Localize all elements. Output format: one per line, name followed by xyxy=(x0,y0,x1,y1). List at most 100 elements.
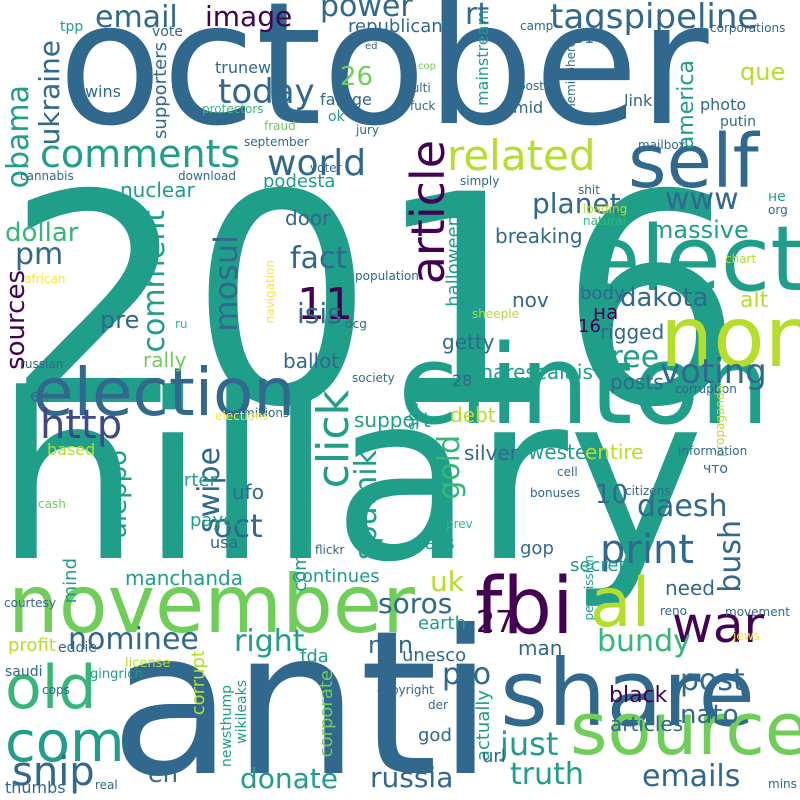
word: tpp xyxy=(60,19,84,35)
word: ex xyxy=(30,386,50,405)
word: world xyxy=(267,143,367,184)
word: nov xyxy=(512,288,549,312)
word: photo xyxy=(700,95,747,114)
word: old xyxy=(5,653,97,723)
word: 2016 xyxy=(5,134,744,471)
word: citizens xyxy=(625,484,671,498)
word: nan xyxy=(368,631,414,659)
word: rt xyxy=(465,0,490,32)
word: self xyxy=(628,119,759,205)
word: courtesy xyxy=(4,596,56,610)
word: shall xyxy=(403,393,422,431)
word: license xyxy=(125,656,171,671)
word: pre xyxy=(100,306,140,334)
word: email xyxy=(95,0,178,35)
word: completely xyxy=(290,492,311,592)
word: non xyxy=(660,288,800,386)
word: population xyxy=(355,269,419,283)
word: planet xyxy=(532,187,621,220)
word: tagspipeline xyxy=(550,0,759,37)
word: thumbs xyxy=(5,778,66,797)
word: earth xyxy=(418,613,466,634)
word: mainstream xyxy=(473,10,492,107)
word: aleppo xyxy=(103,450,133,539)
word: newsthump xyxy=(219,685,235,767)
word: voting xyxy=(660,352,767,392)
word: september xyxy=(244,135,309,149)
word: gold xyxy=(432,435,467,500)
word: payer xyxy=(190,510,242,531)
word: image xyxy=(205,0,293,33)
word: silver xyxy=(464,441,518,465)
word: profit xyxy=(8,635,56,656)
word: copyright xyxy=(377,683,434,697)
word: massive xyxy=(650,216,749,244)
word: breaking xyxy=(495,224,583,248)
word: corruption xyxy=(675,382,737,396)
word: vote xyxy=(152,24,183,40)
word: free xyxy=(600,340,660,375)
word: que xyxy=(740,58,786,86)
word: url xyxy=(482,746,506,767)
word: wins xyxy=(85,82,122,101)
word: russian xyxy=(20,357,64,371)
word: http xyxy=(40,402,123,448)
word: post xyxy=(680,663,745,698)
word: elections xyxy=(215,409,269,423)
word: print xyxy=(600,527,694,573)
word: soros xyxy=(378,587,453,620)
word: nominee xyxy=(68,622,199,657)
word: fact xyxy=(290,241,348,276)
word: black xyxy=(609,683,668,708)
word: millions xyxy=(243,406,290,420)
word: right xyxy=(234,624,305,659)
word: power xyxy=(320,0,413,24)
word: fraud xyxy=(264,119,296,133)
word: dollar xyxy=(5,218,79,248)
word: camp xyxy=(520,19,554,33)
word: eddie xyxy=(58,640,97,656)
word: based xyxy=(47,440,96,459)
word: articles xyxy=(610,712,684,736)
word: cannabis xyxy=(20,169,74,183)
word: uk xyxy=(430,565,464,598)
word: truth xyxy=(510,757,584,792)
word: wikileaks xyxy=(234,680,250,744)
word: november xyxy=(8,558,416,651)
word: ed xyxy=(365,41,378,52)
word: oct xyxy=(213,507,263,545)
word: pm xyxy=(15,237,64,272)
word: ok xyxy=(328,109,345,125)
word: gop xyxy=(520,538,554,559)
word: halloween xyxy=(443,215,464,307)
word: chart xyxy=(725,252,757,266)
word: daesh xyxy=(637,489,728,524)
word: на xyxy=(593,300,619,324)
word: org xyxy=(768,203,788,217)
word: need xyxy=(665,576,715,600)
word: не xyxy=(768,189,786,205)
word: hemisphere xyxy=(564,40,578,111)
word: reno xyxy=(660,604,687,618)
word: movement xyxy=(725,605,790,619)
word: link xyxy=(624,91,653,110)
word: related xyxy=(447,131,596,180)
word: gingrich xyxy=(90,667,143,682)
word: donate xyxy=(240,762,339,795)
word: anti xyxy=(110,588,494,800)
word: simply xyxy=(460,174,500,188)
word: 28 xyxy=(452,371,473,390)
word: clinton xyxy=(398,321,770,449)
word: comment xyxy=(137,210,172,353)
word: nato xyxy=(680,700,739,730)
word: com xyxy=(5,710,125,775)
word: support xyxy=(354,408,431,432)
word: shit xyxy=(578,183,600,197)
word: putin xyxy=(720,114,757,130)
word: debt xyxy=(450,403,496,427)
word: sharescalais xyxy=(470,360,593,384)
word: ballot xyxy=(283,349,340,373)
word: nuclear xyxy=(120,178,195,202)
word: 16 xyxy=(578,316,601,337)
